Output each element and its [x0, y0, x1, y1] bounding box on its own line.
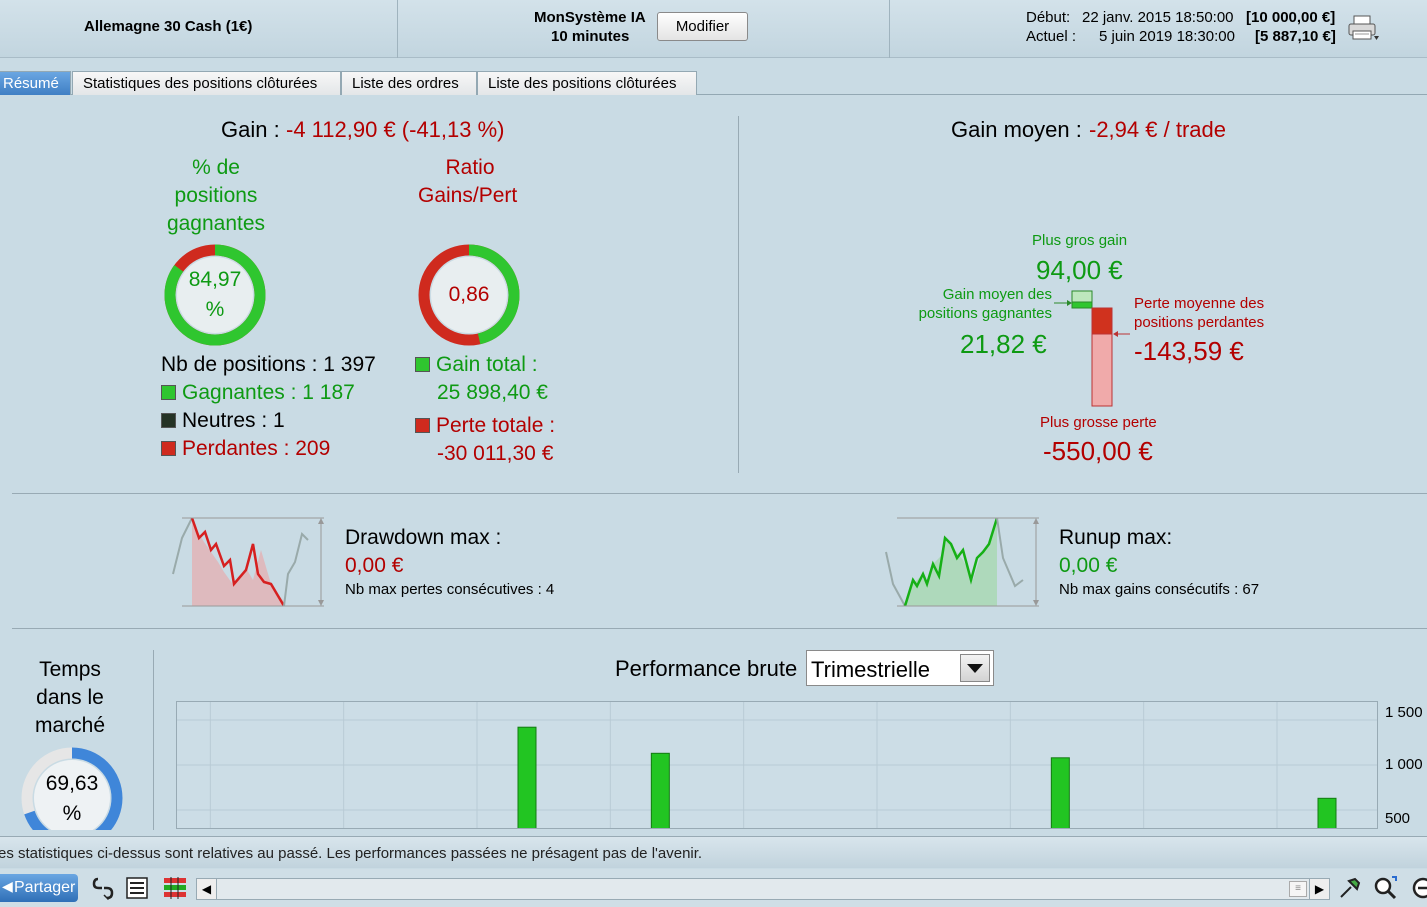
header-divider: [889, 0, 890, 58]
current-date: 5 juin 2019 18:30:00: [1099, 28, 1235, 45]
max-loss-value: -550,00 €: [1043, 436, 1153, 466]
win-pct-unit: %: [205, 298, 225, 321]
performance-chart: [176, 701, 1378, 831]
system-period: 10 minutes: [551, 28, 630, 45]
avg-gain-label: Gain moyen :: [951, 117, 1082, 142]
header-divider: [397, 0, 398, 58]
winners-count: Gagnantes : 1 187: [161, 381, 355, 405]
gain-value: -4 112,90 € (-41,13 %): [286, 117, 505, 142]
avg-gain-value: -2,94 € / trade: [1089, 117, 1226, 142]
runup-chart-icon: [885, 517, 1039, 607]
losers-count: Perdantes : 209: [161, 437, 330, 461]
horizontal-scrollbar[interactable]: ◀ ≡ ▶: [196, 878, 1330, 900]
current-value: [5 887,10 €]: [1255, 28, 1336, 45]
modify-button[interactable]: Modifier: [657, 12, 748, 41]
share-icon: ◀: [2, 878, 13, 894]
disclaimer-text: es statistiques ci-dessus sont relatives…: [0, 845, 703, 862]
performance-bar: [650, 752, 670, 831]
red-square-icon: [415, 418, 430, 433]
scroll-left-icon[interactable]: ◀: [197, 879, 217, 899]
market-time-title: Temps dans le marché: [34, 658, 106, 737]
tools-icon[interactable]: [1337, 875, 1363, 901]
performance-title: Performance brute: [615, 656, 798, 681]
red-square-icon: [161, 441, 176, 456]
tab-closed-positions-list[interactable]: Liste des positions clôturées: [477, 71, 697, 95]
max-loss-label: Plus grosse perte: [1040, 414, 1157, 431]
gain-label: Gain :: [221, 117, 280, 142]
green-square-icon: [415, 357, 430, 372]
instrument-name: Allemagne 30 Cash (1€): [84, 18, 253, 35]
start-date: 22 janv. 2015 18:50:00: [1082, 9, 1234, 26]
section-divider: [12, 628, 1427, 629]
tab-summary[interactable]: Résumé: [0, 71, 71, 95]
zoom-icon[interactable]: [1372, 875, 1398, 901]
market-time-donut: [21, 747, 123, 830]
performance-bar: [1317, 797, 1337, 831]
start-label: Début:: [1026, 9, 1071, 26]
drawdown-detail: Nb max pertes consécutives : 4: [345, 581, 555, 598]
section-divider: [738, 116, 739, 473]
ratio-value: 0,86: [448, 283, 490, 306]
tab-closed-positions-stats[interactable]: Statistiques des positions clôturées: [72, 71, 341, 95]
header-bar: Allemagne 30 Cash (1€) MonSystème IA 10 …: [0, 0, 1427, 58]
y-tick-label: 500: [1385, 810, 1411, 827]
green-square-icon: [161, 385, 176, 400]
start-value: [10 000,00 €]: [1246, 9, 1336, 26]
avg-win-label: Gain moyen des positions gagnantes: [918, 286, 1052, 322]
section-divider: [153, 650, 154, 830]
y-axis: 1 500 1 000 500: [1379, 701, 1427, 829]
gain-loss-bars: [1054, 290, 1130, 407]
performance-bar: [1050, 757, 1070, 831]
avg-loss-label: Perte moyenne des positions perdantes: [1134, 295, 1265, 331]
tab-orders-list[interactable]: Liste des ordres: [341, 71, 477, 95]
list-icon[interactable]: [124, 875, 150, 901]
table-icon[interactable]: [162, 875, 188, 901]
period-select-value: Trimestrielle: [811, 657, 930, 682]
total-loss-value: -30 011,30 €: [437, 442, 554, 465]
neutral-count: Neutres : 1: [161, 409, 285, 433]
drawdown-title: Drawdown max :: [345, 526, 502, 549]
avg-win-value: 21,82 €: [960, 329, 1047, 359]
y-tick-label: 1 500: [1385, 704, 1423, 721]
ratio-title: Ratio Gains/Pert: [418, 156, 518, 207]
drawdown-value: 0,00 €: [345, 554, 404, 577]
chevron-down-icon[interactable]: [960, 654, 990, 682]
market-time-unit: %: [62, 802, 82, 825]
section-divider: [12, 493, 1427, 494]
current-label: Actuel :: [1026, 28, 1077, 45]
ratio-donut: [418, 244, 520, 346]
period-select[interactable]: Trimestrielle: [806, 650, 994, 686]
win-pct-value: 84,97: [188, 268, 242, 291]
drawdown-chart-icon: [172, 517, 324, 607]
win-pct-title: % de positions gagnantes: [166, 156, 266, 235]
runup-value: 0,00 €: [1059, 554, 1118, 577]
positions-count: Nb de positions : 1 397: [161, 353, 376, 376]
link-icon[interactable]: [90, 875, 116, 901]
scroll-thumb[interactable]: ≡: [1289, 881, 1307, 897]
total-gain-label: Gain total :: [415, 353, 538, 377]
max-gain-label: Plus gros gain: [1032, 232, 1128, 249]
runup-detail: Nb max gains consécutifs : 67: [1059, 581, 1260, 598]
total-gain-value: 25 898,40 €: [437, 381, 548, 404]
disclaimer-bar: es statistiques ci-dessus sont relatives…: [0, 836, 1427, 868]
y-tick-label: 1 000: [1385, 756, 1423, 773]
share-button[interactable]: ◀ Partager: [0, 874, 78, 902]
market-time-value: 69,63: [45, 772, 99, 795]
max-gain-value: 94,00 €: [1036, 255, 1123, 285]
zoom-out-icon[interactable]: [1410, 875, 1427, 901]
dark-square-icon: [161, 413, 176, 428]
win-pct-donut: [164, 244, 266, 346]
tabs-baseline: [0, 94, 1427, 95]
total-loss-label: Perte totale :: [415, 414, 555, 438]
runup-title: Runup max:: [1059, 526, 1173, 549]
system-name: MonSystème IA: [534, 9, 646, 26]
printer-icon[interactable]: [1346, 14, 1380, 42]
avg-loss-value: -143,59 €: [1134, 336, 1244, 366]
performance-chart-svg: [177, 702, 1377, 831]
performance-bar: [517, 726, 537, 831]
scroll-right-icon[interactable]: ▶: [1309, 879, 1329, 899]
